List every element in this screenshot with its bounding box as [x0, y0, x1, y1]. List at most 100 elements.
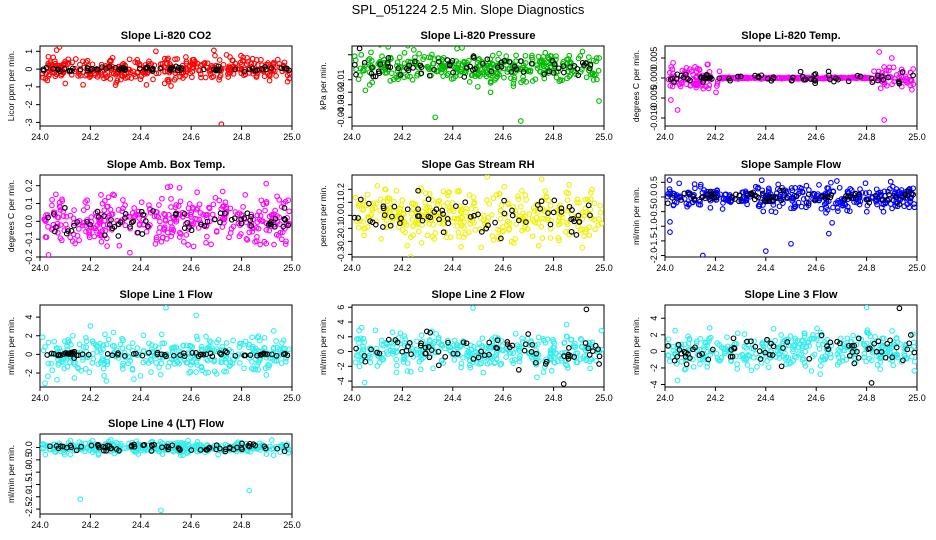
data-point	[568, 228, 575, 235]
data-point	[713, 89, 719, 96]
data-point	[911, 204, 917, 211]
data-point	[188, 447, 195, 453]
data-point	[273, 73, 279, 79]
data-point	[537, 58, 543, 65]
data-point	[243, 61, 250, 68]
data-point	[806, 355, 813, 362]
data-point	[734, 361, 740, 368]
x-tick-label: 24.8	[545, 263, 563, 273]
data-point	[109, 54, 116, 61]
data-point	[494, 64, 501, 71]
data-points	[40, 46, 292, 126]
data-point	[767, 75, 774, 82]
data-point	[246, 487, 253, 494]
data-point	[127, 249, 133, 256]
data-point	[129, 365, 136, 372]
data-point	[175, 445, 182, 451]
data-point	[556, 237, 562, 244]
data-point	[519, 188, 525, 194]
data-point	[87, 73, 94, 79]
data-point	[119, 366, 126, 372]
data-point	[418, 340, 424, 347]
data-point	[229, 57, 236, 64]
data-point	[587, 212, 593, 219]
data-point	[567, 58, 573, 65]
data-point	[436, 216, 442, 223]
data-point	[139, 231, 146, 237]
data-point	[681, 348, 688, 355]
data-point	[744, 192, 751, 199]
data-point	[509, 357, 515, 364]
data-point	[198, 221, 204, 228]
data-point	[181, 353, 188, 359]
data-point	[695, 81, 702, 88]
data-point	[134, 345, 141, 351]
data-point	[151, 441, 157, 448]
data-point	[596, 361, 602, 367]
data-point	[203, 212, 209, 218]
data-point	[283, 442, 290, 449]
data-point	[786, 360, 792, 367]
data-point	[358, 324, 365, 331]
data-point	[540, 53, 547, 60]
data-point	[173, 63, 179, 70]
data-point	[446, 189, 453, 195]
data-point	[687, 82, 694, 89]
data-point	[361, 232, 367, 239]
data-point	[380, 224, 386, 230]
data-point	[402, 336, 408, 342]
data-point	[138, 208, 145, 215]
data-point	[265, 221, 272, 228]
data-point	[687, 190, 693, 197]
data-point	[406, 340, 413, 346]
data-point	[881, 188, 888, 195]
data-point	[825, 230, 832, 237]
data-point	[906, 204, 913, 211]
data-point	[220, 203, 226, 210]
data-point	[683, 361, 690, 368]
data-point	[278, 360, 285, 366]
data-point	[231, 215, 238, 222]
data-point	[266, 77, 273, 84]
data-point	[474, 345, 481, 352]
data-point	[189, 68, 196, 75]
data-point	[882, 199, 889, 206]
data-point	[80, 207, 87, 213]
data-point	[453, 58, 460, 64]
data-point	[71, 447, 78, 454]
data-point	[478, 244, 485, 251]
data-point	[682, 68, 688, 75]
data-point	[705, 61, 711, 68]
data-point	[471, 55, 477, 61]
data-point	[495, 56, 501, 63]
data-point	[687, 355, 693, 361]
data-point	[873, 199, 880, 205]
data-point	[40, 66, 47, 73]
data-point	[42, 380, 48, 387]
data-point	[98, 238, 105, 245]
data-point	[168, 83, 174, 89]
data-point	[286, 75, 292, 82]
data-point	[432, 114, 439, 121]
data-point	[397, 72, 404, 78]
data-point	[838, 196, 845, 202]
data-point	[880, 208, 887, 215]
data-point	[547, 202, 554, 209]
y-tick-label: -0.02	[336, 82, 346, 103]
data-point	[61, 451, 68, 458]
data-point	[69, 238, 76, 245]
data-point	[833, 75, 839, 82]
data-point	[542, 188, 548, 194]
data-point	[764, 195, 771, 202]
data-point	[119, 335, 125, 342]
data-point	[744, 201, 750, 208]
data-point	[352, 359, 359, 366]
data-point	[517, 118, 524, 124]
x-tick-label: 24.0	[343, 393, 361, 403]
data-point	[247, 217, 254, 224]
data-point	[190, 206, 197, 212]
data-point	[149, 68, 156, 74]
data-point	[286, 208, 292, 215]
data-point	[463, 67, 469, 74]
data-point	[869, 79, 876, 86]
